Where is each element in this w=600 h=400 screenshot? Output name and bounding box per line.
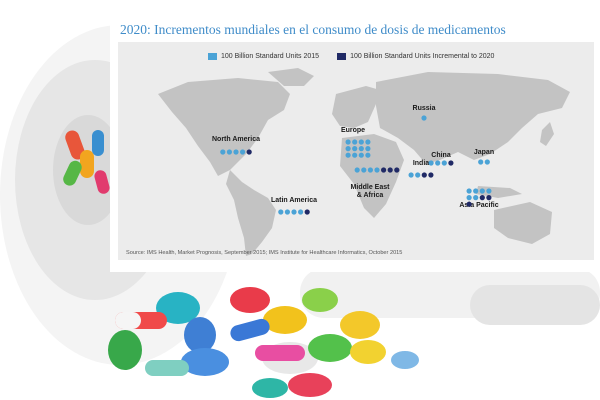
dot-base-latin-america — [298, 209, 304, 215]
dot-base-asia-pacific — [473, 188, 479, 194]
dot-base-middle-east-africa — [361, 167, 367, 173]
dot-base-north-america — [233, 149, 239, 155]
legend-label-incremental: 100 Billion Standard Units Incremental t… — [350, 53, 495, 60]
region-label-japan: Japan — [474, 149, 494, 156]
dot-base-latin-america — [291, 209, 297, 215]
legend-item-incremental: 100 Billion Standard Units Incremental t… — [337, 53, 494, 60]
dot-incremental-north-america — [246, 149, 252, 155]
legend: 100 Billion Standard Units 2015 100 Bill… — [208, 53, 494, 60]
dot-incremental-india — [428, 172, 434, 178]
region-label-russia: Russia — [413, 105, 436, 112]
dot-incremental-middle-east-africa — [387, 167, 393, 173]
dot-incremental-asia-pacific — [479, 195, 485, 201]
region-label-europe: Europe — [341, 127, 365, 134]
dot-incremental-middle-east-africa — [381, 167, 387, 173]
legend-label-base: 100 Billion Standard Units 2015 — [221, 53, 320, 60]
legend-swatch-incremental — [337, 53, 347, 60]
dot-base-asia-pacific — [466, 195, 472, 201]
dot-base-europe — [365, 152, 371, 158]
dot-base-asia-pacific — [486, 188, 492, 194]
dot-base-europe — [352, 146, 358, 152]
region-label-north-america: North America — [212, 136, 260, 143]
dot-incremental-latin-america — [304, 209, 310, 215]
dot-base-europe — [352, 139, 358, 145]
dot-base-north-america — [240, 149, 246, 155]
dot-base-china — [441, 160, 447, 166]
dot-incremental-asia-pacific — [466, 201, 472, 207]
region-label-china: China — [431, 152, 451, 159]
dot-base-japan — [478, 159, 484, 165]
dot-incremental-middle-east-africa — [394, 167, 400, 173]
dot-base-india — [408, 172, 414, 178]
dot-base-europe — [365, 139, 371, 145]
legend-swatch-base — [208, 53, 217, 60]
dot-base-europe — [345, 146, 351, 152]
dot-incremental-china — [448, 160, 454, 166]
region-label-latin-america: Latin America — [271, 197, 317, 204]
dot-base-middle-east-africa — [374, 167, 380, 173]
dot-base-china — [435, 160, 441, 166]
dot-incremental-india — [421, 172, 427, 178]
dot-base-europe — [352, 152, 358, 158]
dot-base-russia — [421, 115, 427, 121]
dot-base-asia-pacific — [479, 188, 485, 194]
chart-title: 2020: Incrementos mundiales en el consum… — [120, 22, 506, 37]
dot-base-japan — [484, 159, 490, 165]
dot-base-europe — [358, 146, 364, 152]
region-label-india: India — [413, 160, 429, 167]
dot-base-india — [415, 172, 421, 178]
map-chart: North America Latin America Europe Russia Mi… — [118, 42, 594, 260]
dot-base-latin-america — [278, 209, 284, 215]
continents — [158, 68, 570, 256]
dot-base-europe — [345, 139, 351, 145]
dot-base-china — [428, 160, 434, 166]
dot-base-europe — [345, 152, 351, 158]
dot-base-latin-america — [284, 209, 290, 215]
dot-base-asia-pacific — [473, 195, 479, 201]
world-map: North America Latin America Europe Russia Mi… — [158, 68, 570, 256]
dot-base-middle-east-africa — [367, 167, 373, 173]
region-label-middle-east-africa: Middle East & Africa — [351, 184, 391, 199]
region-label-asia-pacific: Asia Pacific — [459, 202, 498, 209]
dot-base-north-america — [226, 149, 232, 155]
legend-item-base: 100 Billion Standard Units 2015 — [208, 53, 319, 60]
infographic-panel: 2020: Incrementos mundiales en el consum… — [110, 18, 598, 272]
dot-base-europe — [358, 139, 364, 145]
dot-incremental-asia-pacific — [486, 195, 492, 201]
dot-base-asia-pacific — [466, 188, 472, 194]
dot-base-middle-east-africa — [354, 167, 360, 173]
source-note: Source: IMS Health, Market Prognosis, Se… — [126, 250, 403, 256]
dot-base-europe — [365, 146, 371, 152]
dot-base-north-america — [220, 149, 226, 155]
dot-base-europe — [358, 152, 364, 158]
